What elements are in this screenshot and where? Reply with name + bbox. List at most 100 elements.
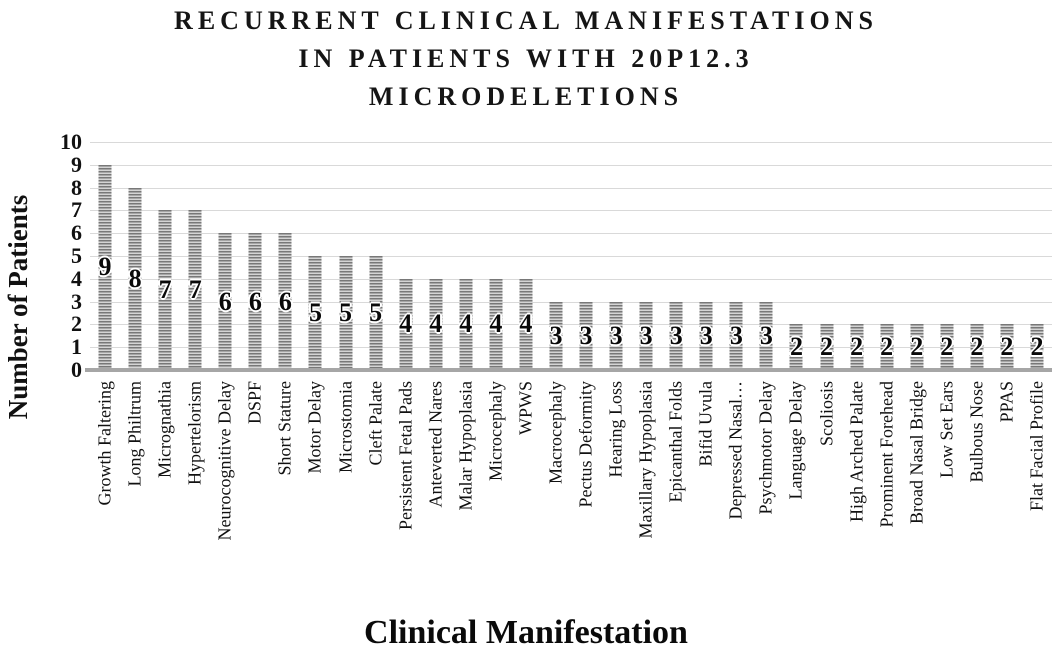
x-tick-slot: Scoliosis <box>812 381 842 607</box>
bar-value-label: 2 <box>850 332 864 362</box>
x-tick-label: Language Delay <box>785 381 806 500</box>
bar <box>519 278 533 370</box>
bar-value-label: 2 <box>940 332 954 362</box>
x-tick-slot: Anteverted Nares <box>421 381 451 607</box>
bar-value-label: 3 <box>669 320 683 350</box>
x-tick-label: High Arched Palate <box>846 381 867 522</box>
x-axis-line <box>85 368 1052 372</box>
bar-slot: 2 <box>962 142 992 370</box>
y-tick-label: 2 <box>71 311 82 337</box>
bar <box>278 233 292 370</box>
y-tick-label: 9 <box>71 151 82 177</box>
bar-slot: 8 <box>120 142 150 370</box>
bar-slot: 4 <box>481 142 511 370</box>
x-tick-label: Cleft Palate <box>365 381 386 466</box>
x-tick-label: Microstomia <box>335 381 356 473</box>
x-tick-slot: Cleft Palate <box>361 381 391 607</box>
bar-slot: 5 <box>361 142 391 370</box>
chart-title-line-3: MICRODELETIONS <box>368 82 684 111</box>
y-tick-label: 7 <box>71 197 82 223</box>
bar-slot: 3 <box>691 142 721 370</box>
y-tick-label: 6 <box>71 220 82 246</box>
bar-slot: 4 <box>391 142 421 370</box>
bar-value-label: 4 <box>429 309 443 339</box>
bar <box>910 324 924 370</box>
bar-slot: 2 <box>781 142 811 370</box>
bar-slot: 2 <box>842 142 872 370</box>
bar <box>820 324 834 370</box>
chart-title-line-1: RECURRENT CLINICAL MANIFESTATIONS <box>174 6 878 35</box>
bar-value-label: 9 <box>98 252 112 282</box>
x-tick-slot: Persistent Fetal Pads <box>391 381 421 607</box>
bar <box>339 256 353 370</box>
x-tick-label: Broad Nasal Bridge <box>906 381 927 524</box>
gridline <box>90 256 1052 257</box>
x-tick-slot: DSPF <box>240 381 270 607</box>
bar-slot: 3 <box>631 142 661 370</box>
bar-value-label: 2 <box>820 332 834 362</box>
bar <box>399 278 413 370</box>
bar-value-label: 4 <box>399 309 413 339</box>
x-tick-slot: Bifid Uvula <box>691 381 721 607</box>
x-tick-slot: High Arched Palate <box>842 381 872 607</box>
bar-value-label: 6 <box>278 286 292 316</box>
bar-value-label: 3 <box>699 320 713 350</box>
y-tick-label: 5 <box>71 243 82 268</box>
bar-value-label: 2 <box>1000 332 1014 362</box>
x-axis-tick-labels: Growth Faltering Long Philtrum Micrognathi… <box>90 381 1052 607</box>
x-tick-slot: Language Delay <box>781 381 811 607</box>
x-tick-label: Flat Facial Profile <box>1026 381 1047 511</box>
bar-slot: 6 <box>210 142 240 370</box>
bar-slot: 6 <box>240 142 270 370</box>
x-tick-label: Bifid Uvula <box>695 381 716 467</box>
x-tick-label: Long Philtrum <box>124 381 145 487</box>
x-tick-label: Hearing Loss <box>605 381 626 478</box>
x-tick-label: Maxillary Hypoplasia <box>635 381 656 539</box>
x-tick-label: Anteverted Nares <box>425 381 446 508</box>
bar-slot: 3 <box>601 142 631 370</box>
bar-slot: 2 <box>902 142 932 370</box>
x-tick-slot: Depressed Nasal… <box>721 381 751 607</box>
x-tick-slot: Macrocephaly <box>541 381 571 607</box>
bar <box>218 233 232 370</box>
x-tick-slot: Long Philtrum <box>120 381 150 607</box>
bar-slot: 3 <box>661 142 691 370</box>
bar <box>850 324 864 370</box>
x-tick-label: Prominent Forehead <box>876 381 897 528</box>
bar-value-label: 2 <box>1030 332 1044 362</box>
y-tick-label: 4 <box>71 265 82 291</box>
bar-value-label: 4 <box>519 309 533 339</box>
gridline <box>90 187 1052 189</box>
bar-value-label: 5 <box>339 298 353 327</box>
x-tick-slot: WPWS <box>511 381 541 607</box>
x-tick-label: Hypertelorism <box>184 381 205 485</box>
bar <box>489 278 503 370</box>
bar <box>579 301 593 370</box>
x-tick-label: Persistent Fetal Pads <box>395 381 416 530</box>
bar <box>158 210 172 370</box>
bar-slot: 2 <box>872 142 902 370</box>
x-tick-label: Psychmotor Delay <box>755 381 776 515</box>
bar-value-label: 3 <box>579 320 593 350</box>
bar <box>549 301 563 370</box>
x-tick-slot: Hypertelorism <box>180 381 210 607</box>
bar-value-label: 4 <box>489 309 503 339</box>
bar-slot: 7 <box>180 142 210 370</box>
bar-value-label: 8 <box>128 263 142 293</box>
x-tick-slot: PPAS <box>992 381 1022 607</box>
gridline <box>90 347 1052 349</box>
x-tick-slot: Motor Delay <box>300 381 330 607</box>
x-tick-label: Depressed Nasal… <box>725 381 746 520</box>
gridline <box>90 233 1052 235</box>
bar-value-label: 6 <box>218 286 232 316</box>
bar <box>789 324 803 370</box>
bar-slot: 5 <box>331 142 361 370</box>
x-tick-label: Bulbous Nose <box>966 381 987 483</box>
bar-slot: 5 <box>300 142 330 370</box>
bar-value-label: 3 <box>759 320 773 350</box>
bar-value-label: 2 <box>789 332 803 362</box>
x-tick-label: Short Stature <box>274 381 295 476</box>
x-tick-slot: Micrognathia <box>150 381 180 607</box>
